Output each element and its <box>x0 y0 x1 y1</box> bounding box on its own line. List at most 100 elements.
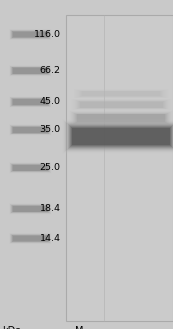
Bar <box>9 96 52 108</box>
Bar <box>12 99 48 105</box>
Bar <box>9 124 52 136</box>
Bar <box>12 165 48 171</box>
Bar <box>10 163 50 172</box>
Bar <box>12 164 48 171</box>
Bar <box>9 203 52 215</box>
Bar <box>10 30 51 39</box>
Bar <box>12 235 49 242</box>
Bar <box>11 205 49 213</box>
Bar <box>77 101 166 109</box>
Bar <box>76 90 166 98</box>
Bar <box>11 98 49 106</box>
Bar <box>70 126 172 147</box>
Bar <box>69 111 173 126</box>
Bar <box>10 125 50 135</box>
Bar <box>10 204 51 214</box>
Text: 35.0: 35.0 <box>39 125 61 135</box>
Bar <box>10 29 51 40</box>
Bar <box>9 29 51 40</box>
Bar <box>71 112 171 125</box>
Bar <box>11 205 50 213</box>
Bar <box>11 126 49 134</box>
Bar <box>75 114 167 123</box>
Bar <box>9 233 52 244</box>
Bar <box>10 66 51 76</box>
Bar <box>11 164 50 172</box>
Bar <box>10 125 51 135</box>
Text: 18.4: 18.4 <box>40 204 61 214</box>
Bar <box>81 91 161 96</box>
Bar <box>73 113 169 124</box>
Bar <box>11 98 50 106</box>
Text: M: M <box>75 326 84 329</box>
Bar <box>9 124 51 136</box>
Bar <box>62 119 173 154</box>
Bar <box>10 125 51 135</box>
Text: kDa: kDa <box>2 326 21 329</box>
Bar <box>80 91 162 97</box>
Bar <box>11 67 49 75</box>
Bar <box>78 90 164 97</box>
Bar <box>71 99 172 111</box>
Bar <box>12 67 48 74</box>
Bar <box>12 32 48 38</box>
Bar <box>74 89 168 98</box>
Bar <box>12 236 48 241</box>
Text: 66.2: 66.2 <box>40 66 61 75</box>
Bar <box>9 162 52 174</box>
Bar <box>10 233 51 244</box>
Bar <box>78 101 165 108</box>
Bar <box>12 31 49 38</box>
Bar <box>77 90 165 97</box>
Bar <box>70 111 172 126</box>
Bar <box>65 122 173 151</box>
Bar <box>9 65 51 76</box>
Bar <box>10 65 51 76</box>
Bar <box>76 114 166 123</box>
Bar <box>72 99 171 110</box>
Text: 25.0: 25.0 <box>40 163 61 172</box>
Bar <box>10 163 51 173</box>
Bar <box>74 89 169 98</box>
Bar <box>10 163 51 173</box>
Bar <box>10 66 50 75</box>
Bar <box>10 204 51 214</box>
Bar <box>12 235 48 242</box>
Bar <box>11 66 50 75</box>
Bar <box>64 121 173 152</box>
Bar <box>74 113 168 124</box>
Bar <box>77 114 165 122</box>
Bar <box>12 67 49 74</box>
Bar <box>12 205 49 213</box>
Bar <box>12 127 48 133</box>
Bar <box>68 124 173 149</box>
Bar <box>11 126 50 134</box>
Bar <box>79 101 163 108</box>
Bar <box>12 31 48 38</box>
Bar <box>66 15 173 321</box>
Bar <box>11 30 50 39</box>
Bar <box>9 96 51 108</box>
Bar <box>68 111 173 126</box>
Bar <box>12 99 48 105</box>
Bar <box>11 31 49 38</box>
Bar <box>80 102 163 108</box>
Bar <box>12 127 48 133</box>
Bar <box>76 100 167 109</box>
Bar <box>72 99 170 110</box>
Bar <box>75 89 167 98</box>
Text: 45.0: 45.0 <box>40 97 61 107</box>
Bar <box>12 98 49 106</box>
Bar <box>11 234 50 243</box>
Bar <box>12 206 48 212</box>
Bar <box>12 206 48 212</box>
Bar <box>12 68 48 74</box>
Bar <box>9 65 52 77</box>
Bar <box>10 30 50 39</box>
Bar <box>72 128 170 145</box>
Bar <box>75 100 168 109</box>
Bar <box>10 97 51 107</box>
Text: 14.4: 14.4 <box>40 234 61 243</box>
Bar <box>9 233 51 244</box>
Bar <box>69 125 173 148</box>
